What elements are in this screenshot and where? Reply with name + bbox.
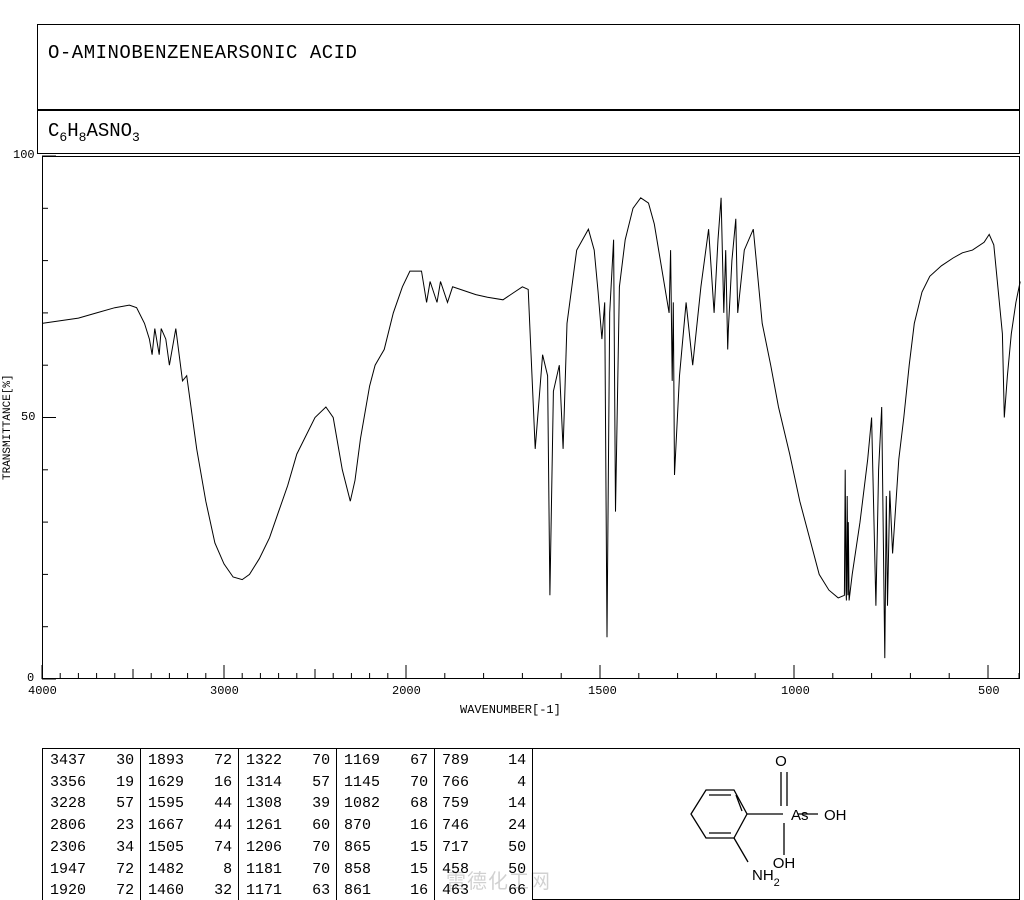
svg-text:OH: OH [824,807,847,824]
svg-text:OH: OH [773,855,796,872]
svg-text:As: As [791,807,809,824]
svg-text:O: O [775,753,787,770]
